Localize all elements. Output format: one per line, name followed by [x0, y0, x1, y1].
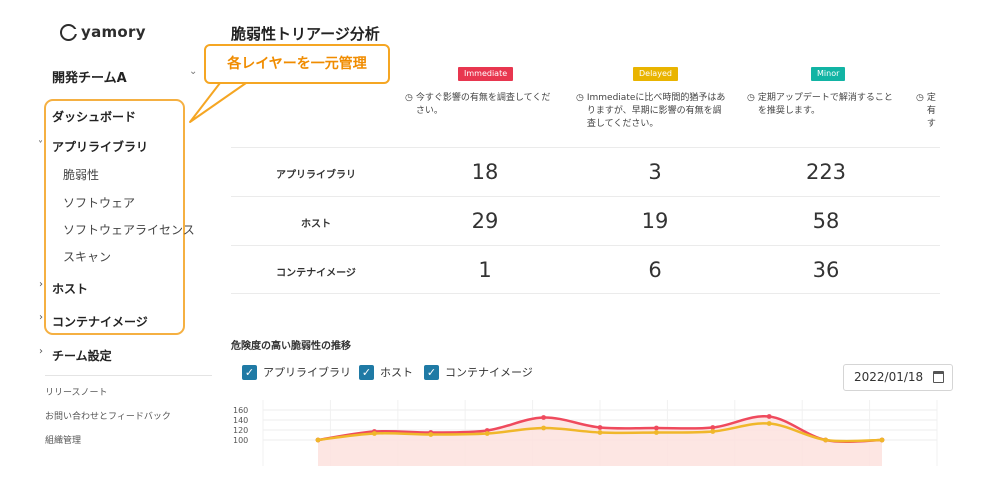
y-tick-label: 120: [233, 426, 248, 435]
calendar-icon[interactable]: [933, 371, 944, 383]
desc-partial: ◷ 定 有 す: [916, 93, 936, 129]
data-point: [597, 425, 603, 430]
data-point: [597, 430, 603, 435]
data-point: [372, 431, 377, 436]
team-selector[interactable]: 開発チームA: [52, 71, 127, 86]
count-delayed[interactable]: 6: [648, 258, 662, 282]
clock-icon: ◷: [747, 93, 755, 103]
data-point: [315, 437, 321, 443]
clock-icon: ◷: [916, 93, 924, 103]
badge-immediate: Immediate: [458, 67, 514, 81]
table-divider: [231, 293, 940, 294]
row-label-container-image: コンテナイメージ: [276, 268, 356, 279]
data-point: [541, 425, 546, 431]
date-value: 2022/01/18: [854, 370, 924, 384]
clock-icon: ◷: [576, 93, 584, 103]
sidebar-item-software[interactable]: ソフトウェア: [63, 196, 136, 210]
filter-host[interactable]: ✓ ホスト: [359, 364, 413, 380]
chevron-right-icon[interactable]: ›: [39, 346, 43, 357]
chevron-down-icon[interactable]: ⌄: [189, 66, 198, 77]
layer-highlight-frame: [44, 99, 185, 335]
trend-title: 危険度の高い脆弱性の推移: [231, 341, 351, 352]
row-label-host: ホスト: [301, 219, 331, 230]
data-point: [541, 415, 546, 420]
count-immediate[interactable]: 29: [471, 209, 499, 233]
desc-delayed: ◷ Immediateに比べ時間的猶予はありますが、早期に影響の有無を調査してくだ…: [576, 93, 726, 129]
data-point: [654, 425, 659, 431]
filter-app-library[interactable]: ✓ アプリライブラリ: [242, 364, 351, 380]
table-divider: [231, 147, 940, 148]
series-area: [318, 416, 882, 466]
count-delayed[interactable]: 3: [648, 160, 662, 184]
count-minor[interactable]: 223: [805, 160, 847, 184]
data-point: [428, 432, 434, 437]
badge-delayed: Delayed: [633, 67, 678, 81]
row-label-app-library: アプリライブラリ: [276, 170, 356, 181]
data-point: [710, 425, 716, 430]
checkbox-checked-icon[interactable]: ✓: [359, 364, 374, 380]
org-management-link[interactable]: 組織管理: [45, 436, 82, 446]
y-tick-label: 140: [233, 416, 248, 425]
release-notes-link[interactable]: リリースノート: [45, 388, 108, 398]
count-immediate[interactable]: 1: [478, 258, 492, 282]
data-point: [766, 414, 772, 419]
count-delayed[interactable]: 19: [641, 209, 669, 233]
chevron-right-icon[interactable]: ›: [39, 279, 43, 290]
logo[interactable]: yamory: [60, 23, 146, 41]
sidebar-item-app-library[interactable]: アプリライブラリ: [52, 140, 149, 154]
y-tick-label: 160: [233, 406, 248, 415]
data-point: [654, 430, 659, 435]
sidebar-item-vulnerability[interactable]: 脆弱性: [63, 168, 100, 182]
sidebar-item-software-license[interactable]: ソフトウェアライセンス: [63, 223, 195, 237]
badge-minor: Minor: [811, 67, 846, 81]
desc-minor: ◷ 定期アップデートで解消することを推奨します。: [747, 93, 893, 116]
checkbox-checked-icon[interactable]: ✓: [242, 364, 257, 380]
chevron-right-icon[interactable]: ›: [39, 312, 43, 323]
chevron-down-icon[interactable]: ˅: [38, 140, 43, 151]
desc-immediate: ◷ 今すぐ影響の有無を調査してください。: [405, 93, 551, 116]
y-tick-label: 100: [233, 436, 248, 445]
table-divider: [231, 245, 940, 246]
checkbox-checked-icon[interactable]: ✓: [424, 364, 439, 380]
logo-text: yamory: [81, 23, 146, 41]
yamory-logo-icon: [60, 23, 78, 41]
page-title: 脆弱性トリアージ分析: [231, 25, 380, 43]
sidebar-item-team-settings[interactable]: チーム設定: [52, 349, 112, 363]
sidebar-item-scan[interactable]: スキャン: [63, 250, 112, 264]
data-point: [879, 437, 885, 443]
filter-container-image[interactable]: ✓ コンテナイメージ: [424, 364, 533, 380]
data-point: [484, 431, 490, 436]
contact-feedback-link[interactable]: お問い合わせとフィードバック: [45, 412, 171, 422]
data-point: [766, 421, 772, 426]
count-immediate[interactable]: 18: [471, 160, 499, 184]
sidebar-item-container-image[interactable]: コンテナイメージ: [52, 315, 148, 329]
sidebar-item-host[interactable]: ホスト: [52, 282, 89, 296]
clock-icon: ◷: [405, 93, 413, 103]
count-minor[interactable]: 36: [812, 258, 840, 282]
date-picker[interactable]: 2022/01/18: [843, 364, 953, 391]
count-minor[interactable]: 58: [812, 209, 840, 233]
data-point: [710, 429, 716, 434]
table-divider: [231, 196, 940, 197]
callout-annotation: 各レイヤーを一元管理: [204, 44, 390, 84]
sidebar-item-dashboard[interactable]: ダッシュボード: [52, 110, 137, 124]
data-point: [823, 437, 828, 443]
sidebar-divider: [45, 375, 212, 376]
